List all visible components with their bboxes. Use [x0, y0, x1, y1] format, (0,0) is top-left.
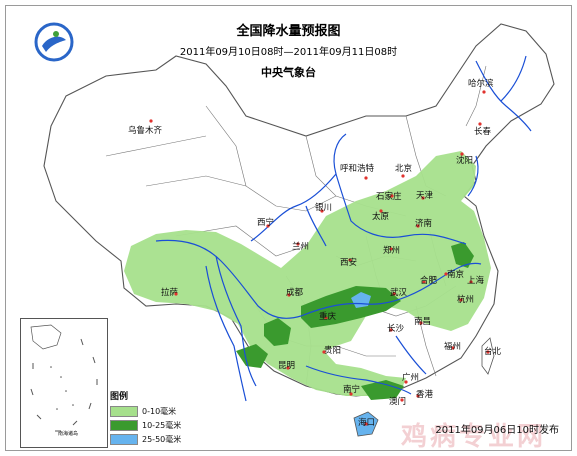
legend-item-heavy: 25-50毫米	[110, 433, 181, 445]
city-label: 澳门	[389, 397, 407, 407]
city-label: 呼和浩特	[340, 164, 375, 174]
city-label: 石家庄	[376, 192, 402, 202]
city-label: 拉萨	[161, 288, 179, 298]
city-label: 沈阳	[456, 156, 474, 166]
city-label: 成都	[286, 288, 304, 298]
city-label: 海口	[358, 418, 376, 428]
agency-name: 中央气象台	[261, 66, 316, 79]
watermark: 鸡病专业网	[401, 422, 547, 452]
legend-item-light: 0-10毫米	[110, 405, 181, 417]
legend-swatch-light	[110, 405, 138, 417]
inset-map	[30, 324, 98, 432]
issue-time: 2011年09月06日10时发布	[435, 425, 559, 436]
city-label: 上海	[467, 276, 485, 286]
south-china-sea-inset	[20, 318, 108, 448]
forecast-period: 2011年09月10日08时—2011年09月11日08时	[179, 47, 398, 58]
city-label: 银川	[315, 203, 333, 213]
city-label: 杭州	[457, 295, 475, 305]
legend-swatch-heavy	[110, 433, 138, 445]
legend-label: 25-50毫米	[142, 434, 182, 444]
city-label: 广州	[402, 373, 420, 383]
taiwan-island	[481, 337, 495, 375]
city-label: 南宁	[343, 385, 361, 395]
rivers	[155, 55, 532, 402]
cma-logo	[34, 22, 74, 62]
legend: 图例 0-10毫米 10-25毫米 25-50毫米	[110, 389, 181, 447]
city-markers	[149, 90, 490, 426]
china-map	[43, 23, 555, 437]
city-label: 乌鲁木齐	[128, 126, 163, 136]
map-frame: 全国降水量预报图 2011年09月10日08时—2011年09月11日08时 中…	[5, 5, 572, 452]
city-label: 西安	[340, 258, 358, 268]
city-label: 福州	[444, 342, 462, 352]
city-label: 南京	[447, 270, 465, 280]
inset-label: 南海诸岛	[58, 431, 79, 437]
city-label: 香港	[416, 390, 434, 400]
city-label: 台北	[484, 347, 502, 357]
legend-item-moderate: 10-25毫米	[110, 419, 181, 431]
city-label: 南昌	[414, 317, 432, 327]
city-label: 合肥	[420, 276, 438, 286]
city-label: 武汉	[390, 288, 408, 298]
legend-label: 0-10毫米	[142, 406, 177, 416]
city-label: 天津	[416, 191, 434, 201]
city-label: 太原	[372, 212, 390, 222]
city-label: 长沙	[387, 324, 405, 334]
legend-title: 图例	[110, 392, 129, 402]
city-label: 西宁	[257, 218, 275, 228]
city-label: 长春	[474, 127, 492, 137]
city-label: 重庆	[319, 312, 337, 322]
city-label: 郑州	[383, 246, 401, 256]
map-title: 全国降水量预报图	[236, 24, 341, 39]
city-label: 昆明	[278, 361, 296, 371]
city-label: 济南	[415, 219, 433, 229]
city-label: 哈尔滨	[468, 79, 494, 89]
city-label: 兰州	[292, 242, 310, 252]
legend-swatch-moderate	[110, 419, 138, 431]
rain-zone-light	[124, 151, 491, 396]
city-label: 北京	[395, 164, 413, 174]
city-label: 贵阳	[324, 346, 342, 356]
legend-label: 10-25毫米	[142, 420, 182, 430]
